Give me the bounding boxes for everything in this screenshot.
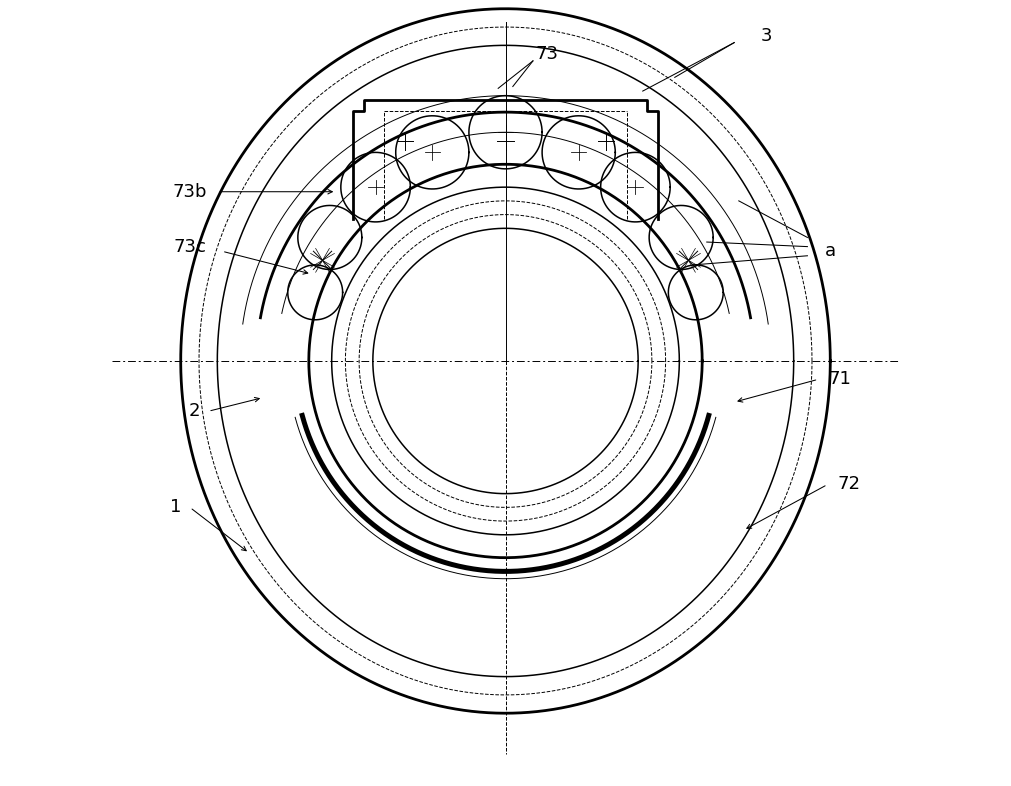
Text: 73b: 73b — [173, 182, 207, 200]
Text: 3: 3 — [760, 28, 772, 45]
Text: 71: 71 — [828, 370, 851, 388]
Text: 1: 1 — [171, 498, 182, 516]
Text: 73c: 73c — [174, 237, 206, 255]
Text: 73: 73 — [535, 46, 558, 64]
Text: 2: 2 — [189, 402, 200, 421]
Text: a: a — [825, 242, 836, 260]
Text: 72: 72 — [837, 476, 860, 494]
